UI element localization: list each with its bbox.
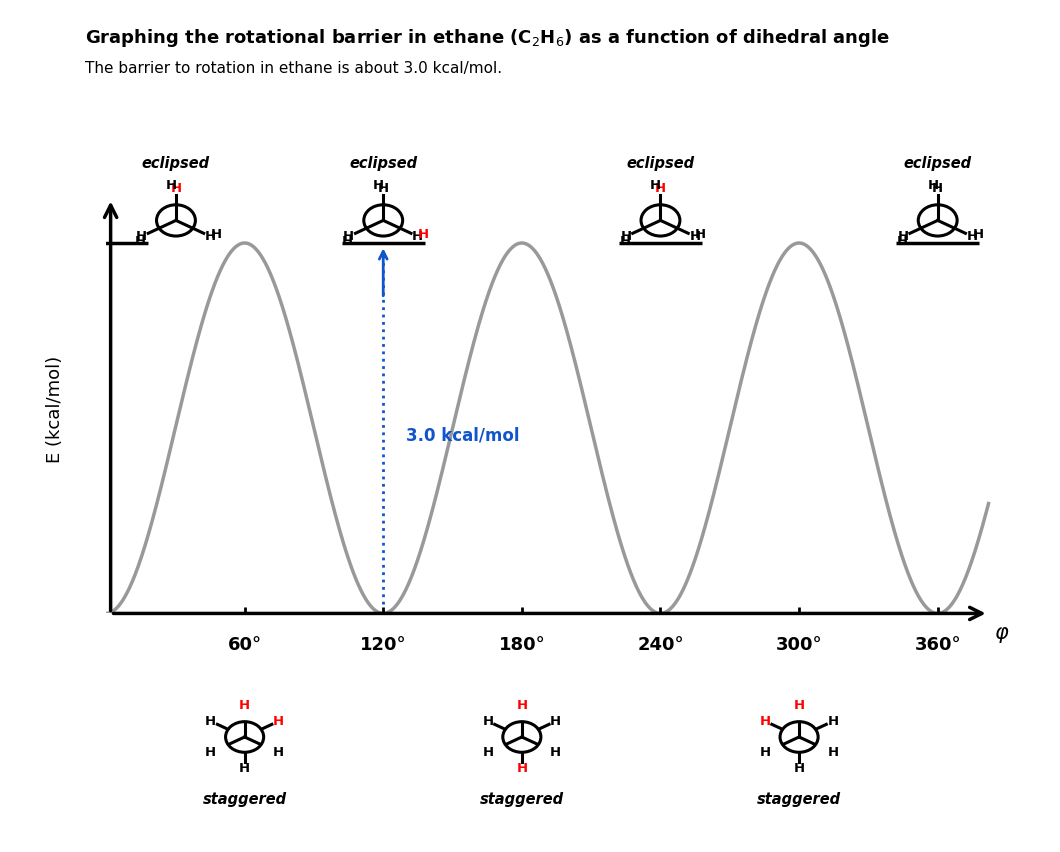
- Text: H: H: [171, 181, 181, 195]
- Text: H: H: [827, 715, 838, 728]
- Text: H: H: [165, 179, 177, 192]
- Text: H: H: [516, 699, 528, 712]
- Text: E (kcal/mol): E (kcal/mol): [47, 356, 65, 463]
- Text: H: H: [342, 235, 353, 248]
- Text: H: H: [620, 230, 632, 243]
- Text: H: H: [482, 715, 494, 728]
- Text: H: H: [550, 746, 561, 759]
- Text: H: H: [794, 762, 805, 774]
- Text: eclipsed: eclipsed: [142, 156, 210, 170]
- Text: 240°: 240°: [637, 636, 684, 653]
- Text: H: H: [272, 715, 284, 728]
- Text: H: H: [760, 746, 771, 759]
- Text: H: H: [897, 235, 907, 248]
- Text: H: H: [206, 746, 216, 759]
- Text: Graphing the rotational barrier in ethane (C$_2$H$_6$) as a function of dihedral: Graphing the rotational barrier in ethan…: [85, 27, 890, 49]
- Text: H: H: [650, 179, 661, 192]
- Text: eclipsed: eclipsed: [903, 156, 972, 170]
- Text: 120°: 120°: [360, 636, 407, 653]
- Text: H: H: [373, 179, 384, 192]
- Text: H: H: [932, 181, 943, 195]
- Text: H: H: [206, 715, 216, 728]
- Text: H: H: [343, 230, 354, 243]
- Text: H: H: [760, 715, 771, 728]
- Text: H: H: [240, 762, 250, 774]
- Text: 60°: 60°: [228, 636, 262, 653]
- Text: H: H: [655, 181, 666, 195]
- Text: eclipsed: eclipsed: [349, 156, 418, 170]
- Text: 3.0 kcal/mol: 3.0 kcal/mol: [406, 427, 519, 445]
- Text: H: H: [418, 228, 429, 241]
- Text: H: H: [516, 762, 528, 774]
- Text: The barrier to rotation in ethane is about 3.0 kcal/mol.: The barrier to rotation in ethane is abo…: [85, 61, 502, 77]
- Text: H: H: [827, 746, 838, 759]
- Text: H: H: [412, 230, 423, 243]
- Text: H: H: [928, 179, 938, 192]
- Text: 360°: 360°: [915, 636, 961, 653]
- Text: eclipsed: eclipsed: [626, 156, 694, 170]
- Text: 180°: 180°: [498, 636, 545, 653]
- Text: H: H: [695, 228, 706, 241]
- Text: H: H: [205, 230, 216, 243]
- Text: H: H: [898, 230, 908, 243]
- Text: H: H: [972, 228, 984, 241]
- Text: H: H: [482, 746, 494, 759]
- Text: H: H: [377, 181, 389, 195]
- Text: H: H: [135, 235, 146, 248]
- Text: H: H: [136, 230, 147, 243]
- Text: H: H: [272, 746, 284, 759]
- Text: φ: φ: [995, 624, 1009, 643]
- Text: H: H: [967, 230, 977, 243]
- Text: 300°: 300°: [776, 636, 823, 653]
- Text: H: H: [240, 699, 250, 712]
- Text: H: H: [794, 699, 805, 712]
- Text: H: H: [211, 228, 222, 241]
- Text: H: H: [550, 715, 561, 728]
- Text: H: H: [619, 235, 631, 248]
- Text: H: H: [689, 230, 701, 243]
- Text: staggered: staggered: [757, 792, 842, 807]
- Text: staggered: staggered: [202, 792, 286, 807]
- Text: staggered: staggered: [480, 792, 564, 807]
